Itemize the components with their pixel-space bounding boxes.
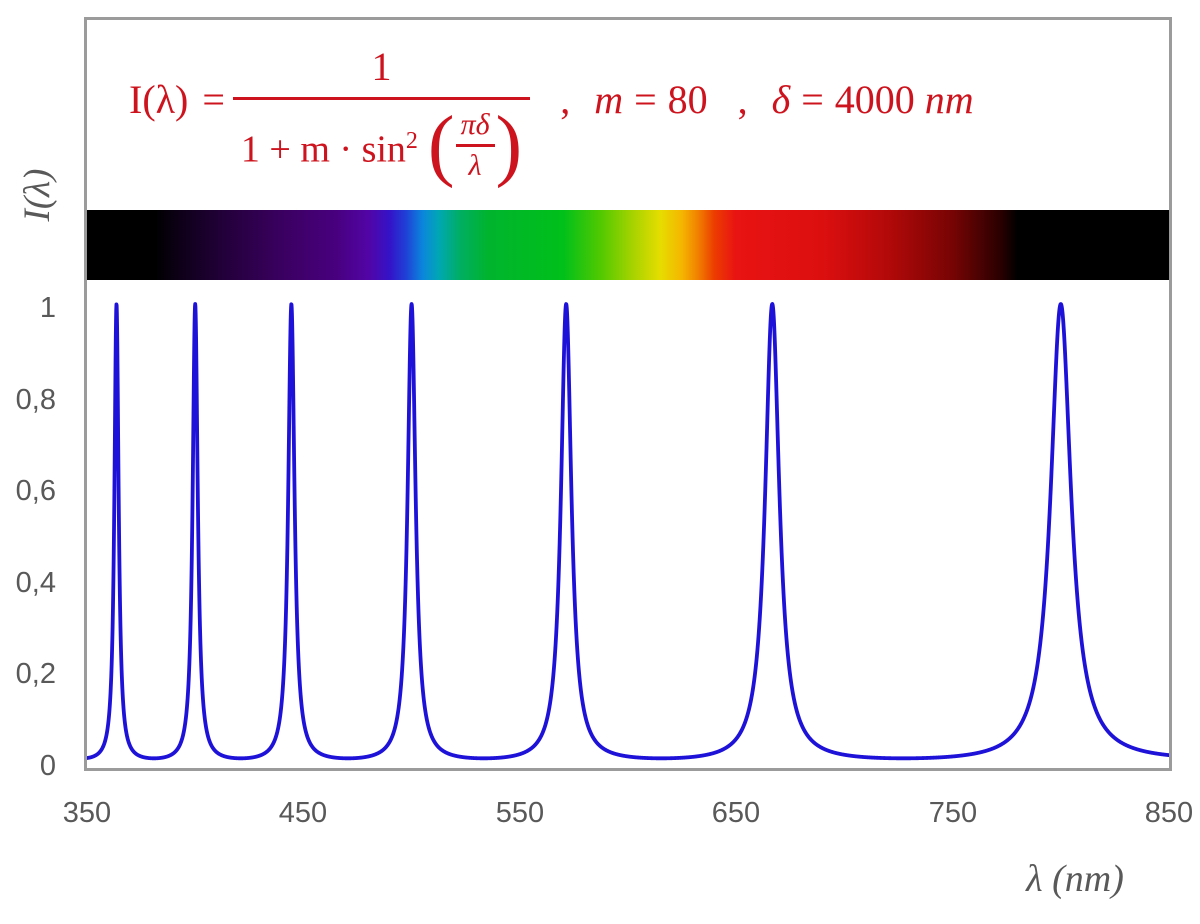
formula-lhs: I(λ) <box>129 77 189 122</box>
comma-2: , <box>737 77 748 122</box>
formula-equals: = <box>202 77 225 122</box>
formula: I(λ) = 1 1 + m · sin2 ( πδ λ ) , m = 80 <box>129 44 974 185</box>
plot-area: I(λ) = 1 1 + m · sin2 ( πδ λ ) , m = 80 <box>84 17 1172 771</box>
param-m: m = 80 <box>594 76 707 123</box>
intensity-curve-svg <box>87 302 1169 761</box>
y-tick-0-8: 0,8 <box>15 384 56 416</box>
fraction-denominator: 1 + m · sin2 ( πδ λ ) <box>232 97 531 189</box>
formula-fraction: 1 1 + m · sin2 ( πδ λ ) <box>232 44 531 189</box>
param-delta-value: 4000 <box>834 77 915 122</box>
y-tick-0-2: 0,2 <box>15 658 56 690</box>
param-m-equals: = <box>634 77 657 122</box>
sin-exponent: 2 <box>405 127 418 154</box>
param-m-value: 80 <box>667 77 708 122</box>
x-tick-850: 850 <box>1144 797 1194 829</box>
inner-denominator: λ <box>468 148 482 182</box>
denominator-prefix: 1 + m · sin <box>240 128 406 171</box>
param-delta-equals: = <box>801 77 824 122</box>
param-m-name: m <box>594 77 624 122</box>
intensity-curve <box>87 302 1169 761</box>
x-tick-350: 350 <box>62 797 112 829</box>
y-axis-title: I(λ) <box>17 168 58 222</box>
inner-fraction: πδ λ <box>455 108 495 183</box>
formula-lhs-group: I(λ) = <box>129 76 233 123</box>
x-tick-450: 450 <box>278 797 328 829</box>
x-tick-750: 750 <box>928 797 978 829</box>
inner-numerator: πδ <box>455 108 495 147</box>
param-delta: δ = 4000 nm <box>772 76 974 123</box>
x-tick-650: 650 <box>711 797 761 829</box>
open-paren: ( <box>427 101 455 189</box>
param-delta-unit: nm <box>924 77 974 122</box>
y-tick-1: 1 <box>39 292 56 324</box>
y-tick-0: 0 <box>39 750 56 782</box>
close-paren: ) <box>495 101 523 189</box>
param-delta-name: δ <box>771 77 791 122</box>
x-tick-550: 550 <box>495 797 545 829</box>
y-tick-0-4: 0,4 <box>15 567 56 599</box>
fraction-numerator: 1 <box>371 44 392 89</box>
plot-inner: I(λ) = 1 1 + m · sin2 ( πδ λ ) , m = 80 <box>87 20 1169 768</box>
x-axis-title: λ (nm) <box>1026 858 1124 900</box>
denominator-text: 1 + m · sin2 <box>241 119 418 172</box>
visible-spectrum-bar <box>87 210 1169 280</box>
comma-1: , <box>560 77 571 122</box>
y-tick-0-6: 0,6 <box>15 475 56 507</box>
